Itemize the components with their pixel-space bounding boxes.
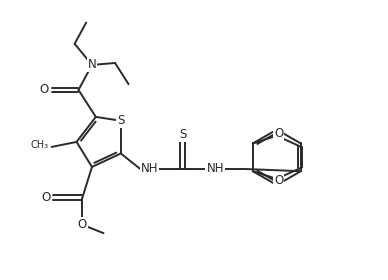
Text: S: S <box>179 128 186 141</box>
Text: O: O <box>78 218 87 231</box>
Text: S: S <box>117 114 125 127</box>
Text: NH: NH <box>206 162 224 175</box>
Text: N: N <box>88 59 96 71</box>
Text: CH₃: CH₃ <box>30 140 48 150</box>
Text: O: O <box>39 83 48 96</box>
Text: O: O <box>274 174 283 187</box>
Text: O: O <box>41 191 50 204</box>
Text: O: O <box>274 127 283 140</box>
Text: NH: NH <box>141 162 158 175</box>
